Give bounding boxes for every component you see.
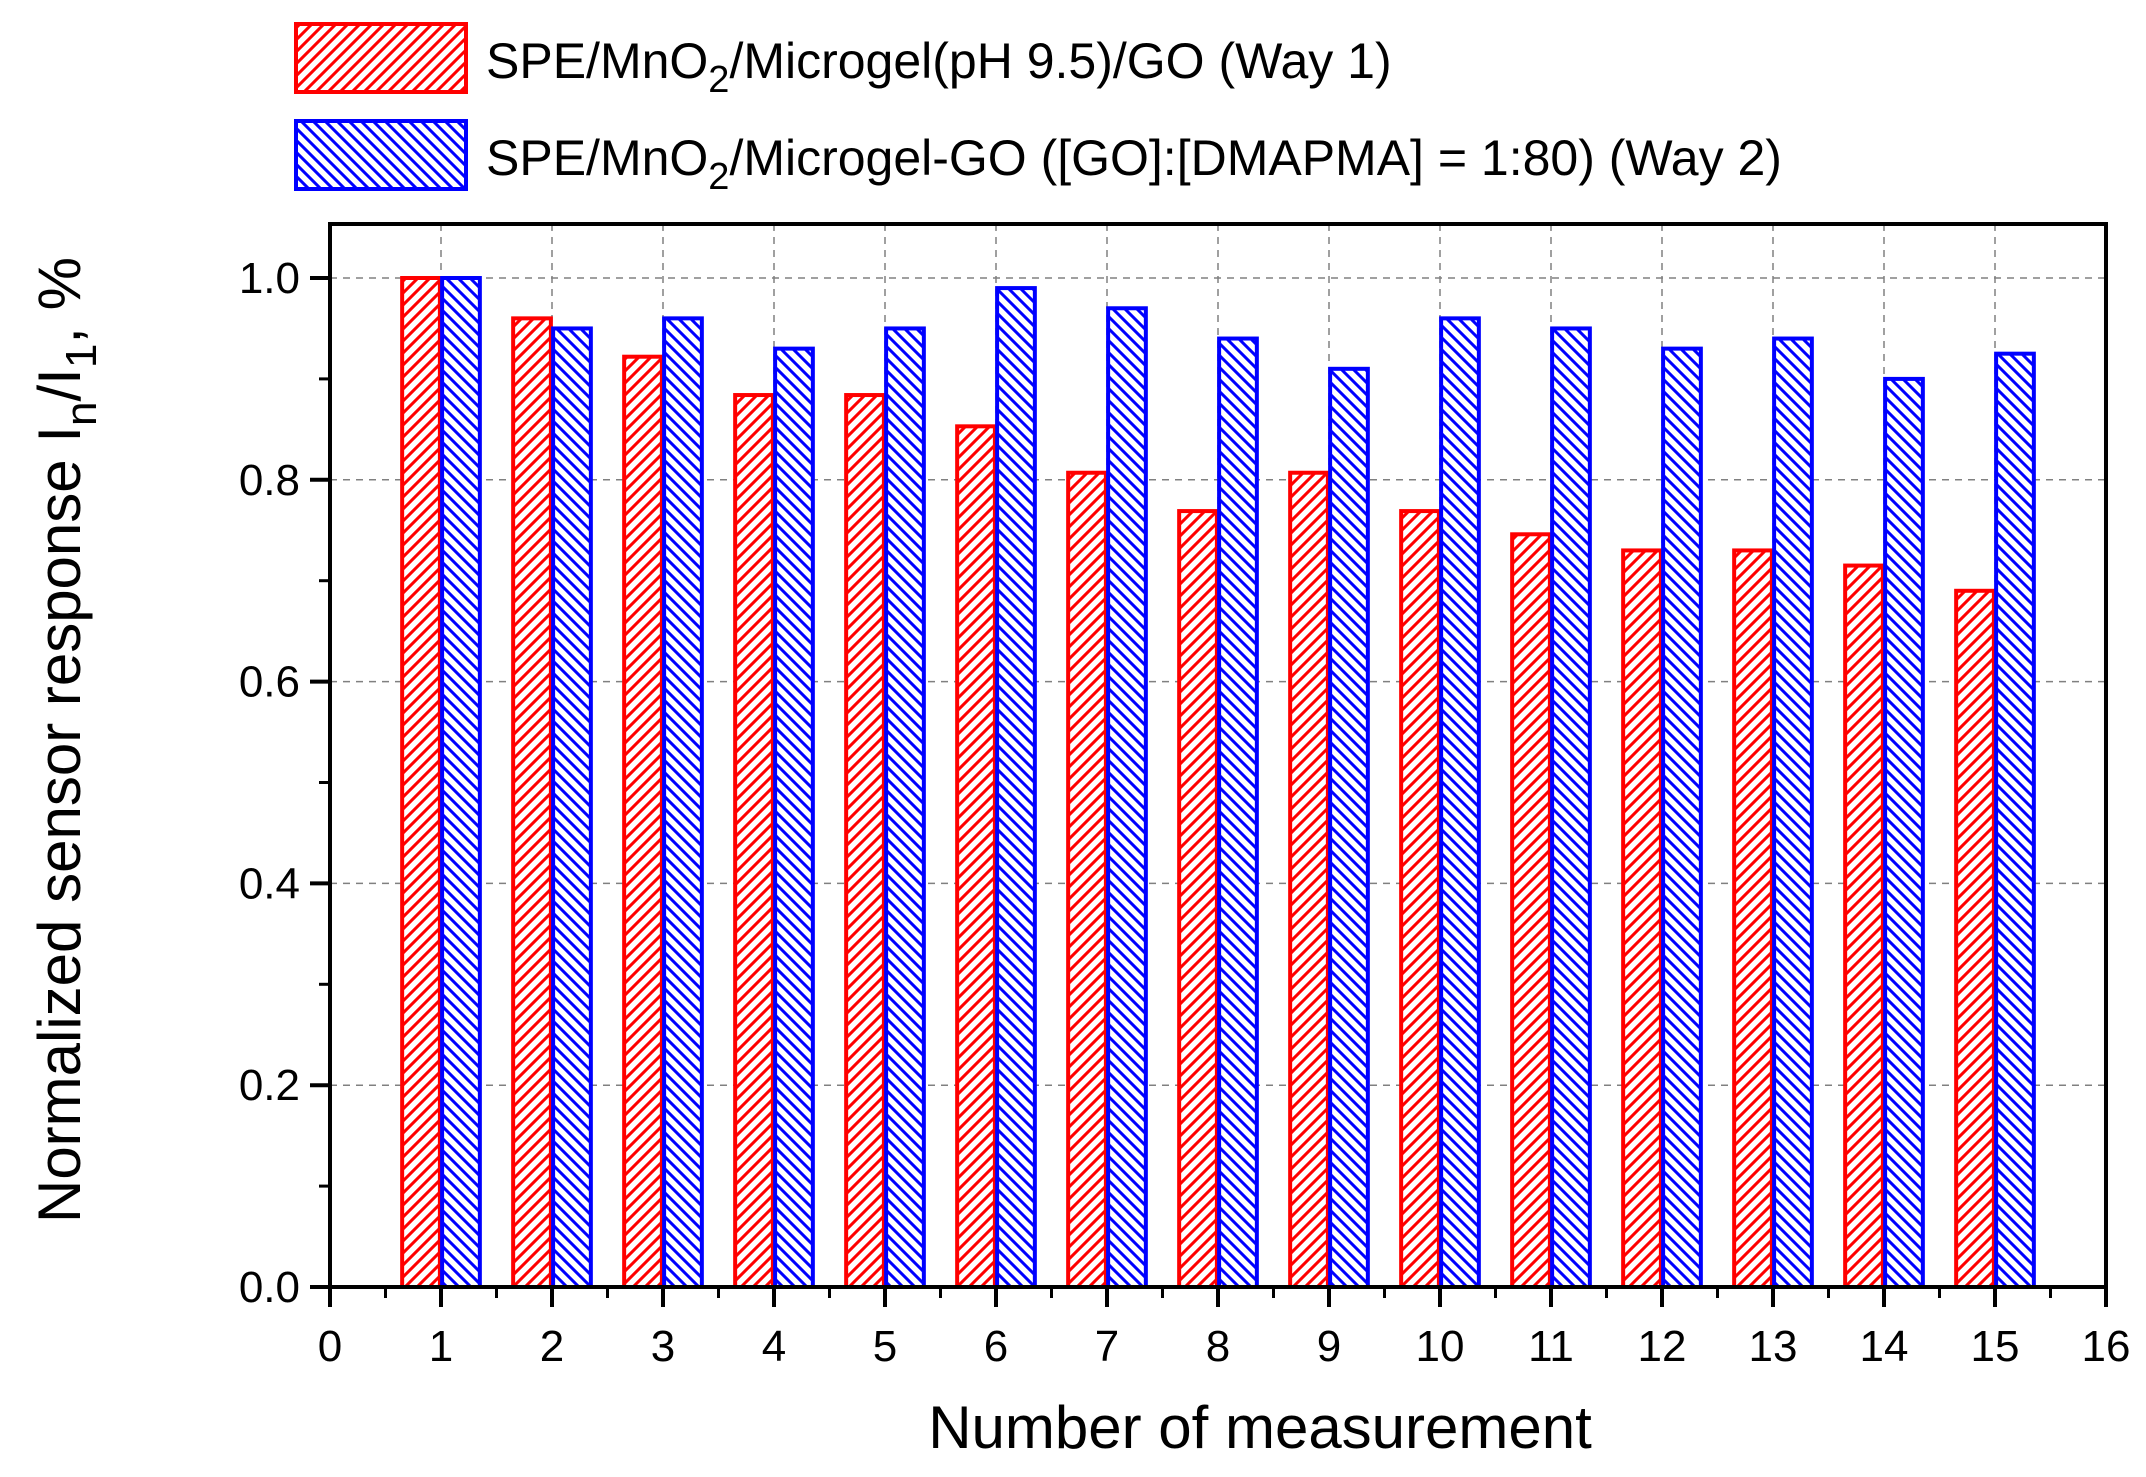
bars	[400, 276, 2036, 1290]
x-tick-label-11: 11	[1528, 1322, 1574, 1371]
x-tick-label-14: 14	[1860, 1322, 1909, 1371]
bar-series2-15	[1994, 351, 2036, 1289]
bar-series1-7	[1066, 470, 1108, 1289]
bar-series1-5	[844, 393, 886, 1289]
legend-swatch-way2	[294, 119, 468, 191]
bar-series1-1	[400, 276, 442, 1289]
x-tick-label-10: 10	[1416, 1322, 1465, 1371]
bar-series1-12	[1621, 548, 1663, 1289]
y-tick-label-0.0: 0.0	[239, 1263, 300, 1312]
x-tick-label-6: 6	[984, 1322, 1008, 1371]
bar-series1-13	[1732, 548, 1774, 1289]
x-tick-label-0: 0	[318, 1322, 342, 1371]
bar-series2-10	[1439, 316, 1481, 1289]
x-tick-label-9: 9	[1317, 1322, 1341, 1371]
bar-series1-11	[1510, 532, 1552, 1289]
x-tick-label-4: 4	[762, 1322, 786, 1371]
x-tick-label-5: 5	[873, 1322, 897, 1371]
bar-series1-9	[1288, 470, 1330, 1289]
bar-series2-11	[1550, 326, 1592, 1289]
bar-series1-14	[1843, 563, 1885, 1289]
bar-series2-8	[1217, 336, 1259, 1290]
bar-series2-12	[1661, 346, 1703, 1289]
legend: SPE/MnO2/Microgel(pH 9.5)/GO (Way 1) SPE…	[294, 22, 1782, 198]
y-tick-label-1.0: 1.0	[239, 254, 300, 303]
legend-item-way2: SPE/MnO2/Microgel-GO ([GO]:[DMAPMA] = 1:…	[294, 119, 1782, 198]
bar-series1-3	[622, 354, 664, 1289]
bar-series2-14	[1883, 376, 1925, 1289]
x-tick-label-12: 12	[1638, 1322, 1687, 1371]
y-tick-label-0.2: 0.2	[239, 1061, 300, 1110]
y-tick-label-0.8: 0.8	[239, 456, 300, 505]
bar-series1-4	[733, 393, 775, 1289]
bar-series2-13	[1772, 336, 1814, 1290]
bar-series2-6	[995, 286, 1037, 1289]
x-tick-label-1: 1	[429, 1322, 453, 1371]
x-tick-label-8: 8	[1206, 1322, 1230, 1371]
bar-series1-2	[511, 316, 553, 1289]
y-tick-label-0.6: 0.6	[239, 658, 300, 707]
bar-series1-6	[955, 424, 997, 1289]
bar-series1-10	[1399, 509, 1441, 1290]
bar-series2-3	[662, 316, 704, 1289]
x-tick-label-16: 16	[2082, 1322, 2131, 1371]
bar-series2-9	[1328, 366, 1370, 1289]
bar-series2-5	[884, 326, 926, 1289]
bar-series1-15	[1954, 588, 1996, 1289]
x-axis-title: Number of measurement	[928, 1394, 1592, 1461]
bar-series2-1	[440, 276, 482, 1289]
x-tick-label-3: 3	[651, 1322, 675, 1371]
y-axis-title: Normalized sensor response In/I1, %	[26, 257, 106, 1223]
y-tick-label-0.4: 0.4	[239, 859, 300, 908]
legend-item-way1: SPE/MnO2/Microgel(pH 9.5)/GO (Way 1)	[294, 22, 1392, 101]
x-tick-label-15: 15	[1971, 1322, 2020, 1371]
axis-ticks: 0 1 2 3 4 5 6 7 8 9 10 11 12 13 14 15 160.00.20.40.60.81…	[239, 254, 2131, 1371]
bar-series2-7	[1106, 306, 1148, 1289]
x-tick-label-2: 2	[540, 1322, 564, 1371]
x-tick-label-13: 13	[1749, 1322, 1798, 1371]
legend-label-way1: SPE/MnO2/Microgel(pH 9.5)/GO (Way 1)	[486, 33, 1392, 101]
bar-series1-8	[1177, 509, 1219, 1290]
x-tick-label-7: 7	[1095, 1322, 1119, 1371]
legend-label-way2: SPE/MnO2/Microgel-GO ([GO]:[DMAPMA] = 1:…	[486, 130, 1782, 198]
bar-series2-4	[773, 346, 815, 1289]
bar-series2-2	[551, 326, 593, 1289]
legend-swatch-way1	[294, 22, 468, 94]
